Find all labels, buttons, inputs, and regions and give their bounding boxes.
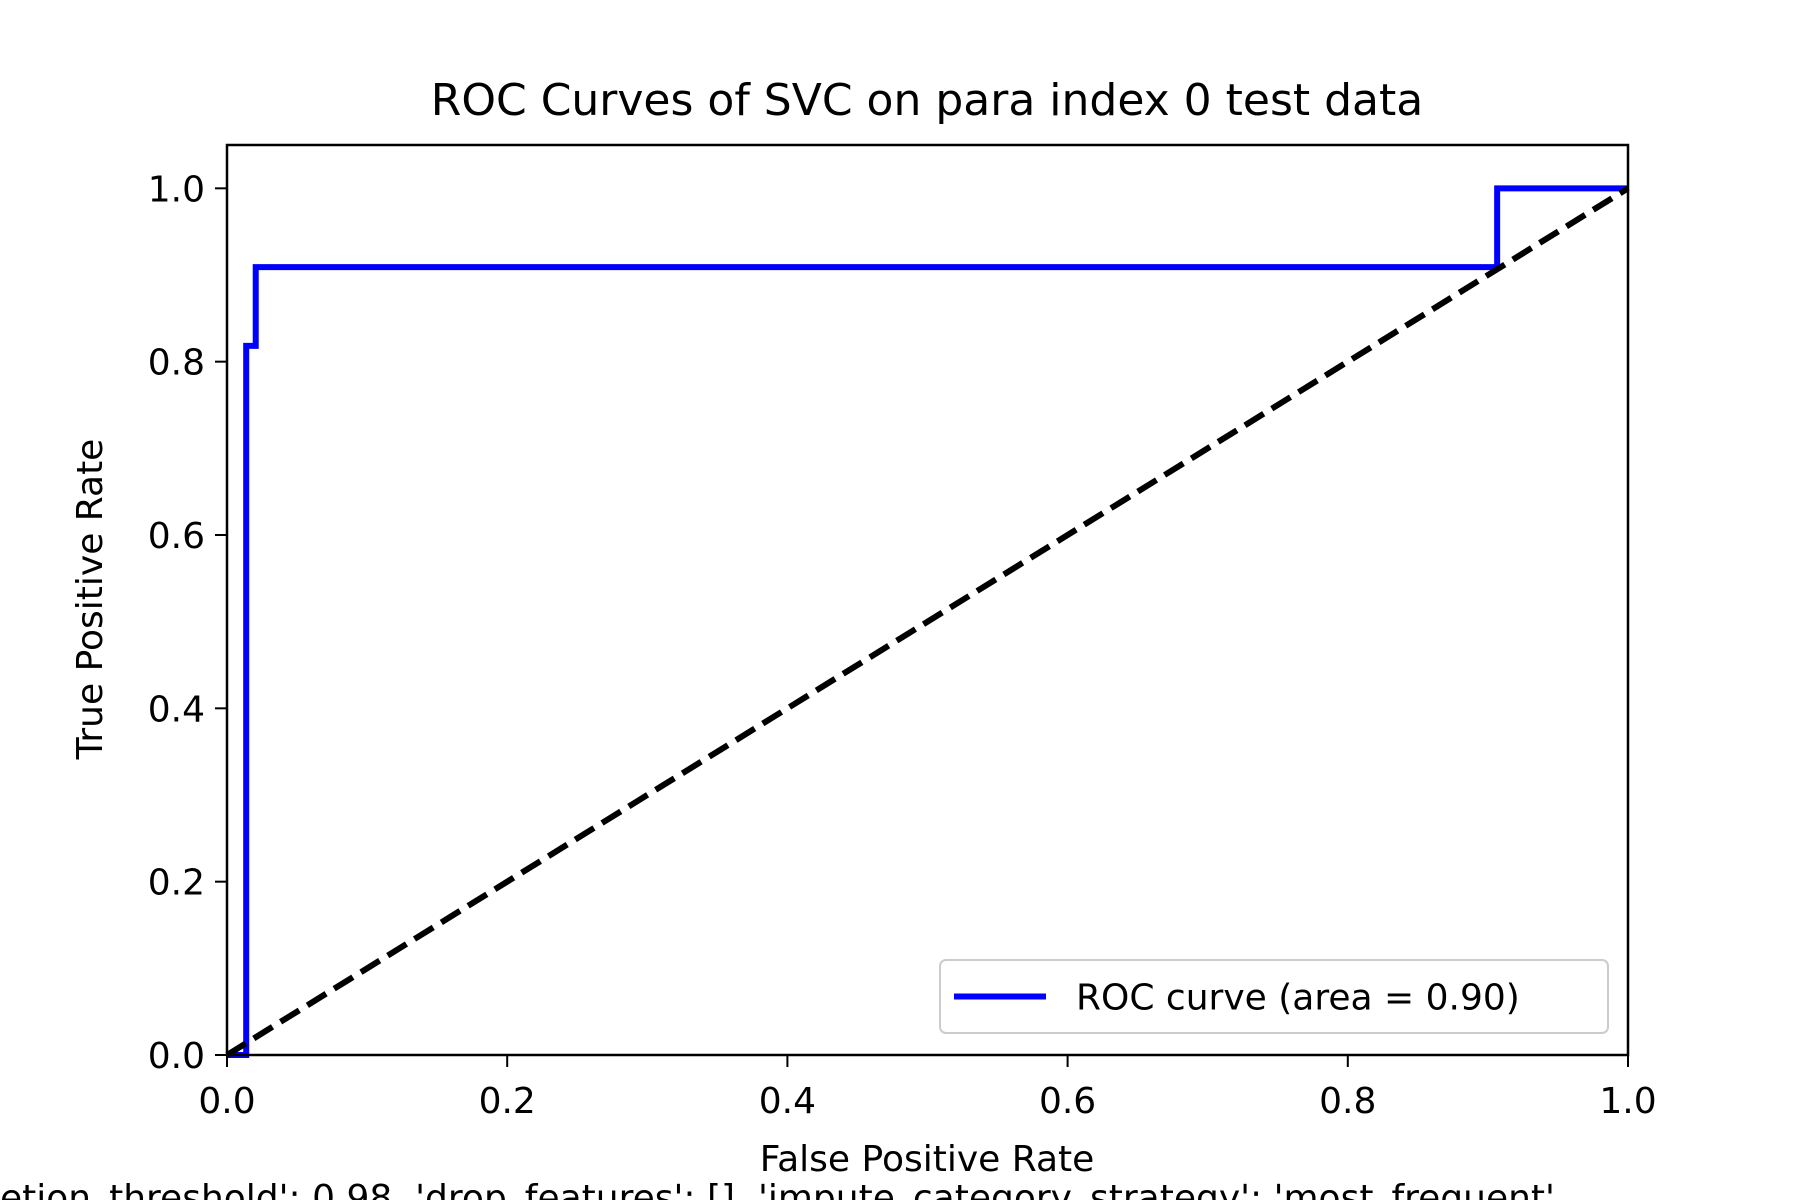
y-tick-label: 0.4 [148, 689, 205, 730]
chart-title: ROC Curves of SVC on para index 0 test d… [431, 75, 1423, 126]
legend: ROC curve (area = 0.90) [939, 959, 1609, 1034]
y-axis-label: True Positive Rate [70, 439, 111, 761]
roc-curve-line [227, 185, 1628, 1058]
y-tick-label: 0.6 [148, 516, 205, 557]
x-axis-label: False Positive Rate [760, 1139, 1095, 1180]
legend-label: ROC curve (area = 0.90) [1076, 978, 1520, 1019]
y-tick-label: 0.2 [148, 863, 205, 904]
y-tick-label: 0.0 [148, 1036, 205, 1077]
footer-text: etion_threshold': 0.98, 'drop_features':… [0, 1178, 1555, 1200]
chance-line [225, 185, 1630, 1058]
x-tick-label: 0.8 [1319, 1081, 1376, 1122]
x-tick-label: 0.4 [759, 1081, 816, 1122]
x-tick-label: 0.6 [1039, 1081, 1096, 1122]
axes-frame [225, 143, 1630, 1057]
x-tick-label: 1.0 [1599, 1081, 1656, 1122]
x-tick-label: 0.2 [479, 1081, 536, 1122]
legend-box [939, 959, 1609, 1034]
y-tick-label: 1.0 [148, 169, 205, 210]
plot-area: 0.0 0.2 0.4 0.6 0.8 1.0 0.0 0.2 0.4 0.6 0.8 1.0 [148, 143, 1657, 1122]
y-tick-label: 0.8 [148, 343, 205, 384]
x-tick-label: 0.0 [198, 1081, 255, 1122]
